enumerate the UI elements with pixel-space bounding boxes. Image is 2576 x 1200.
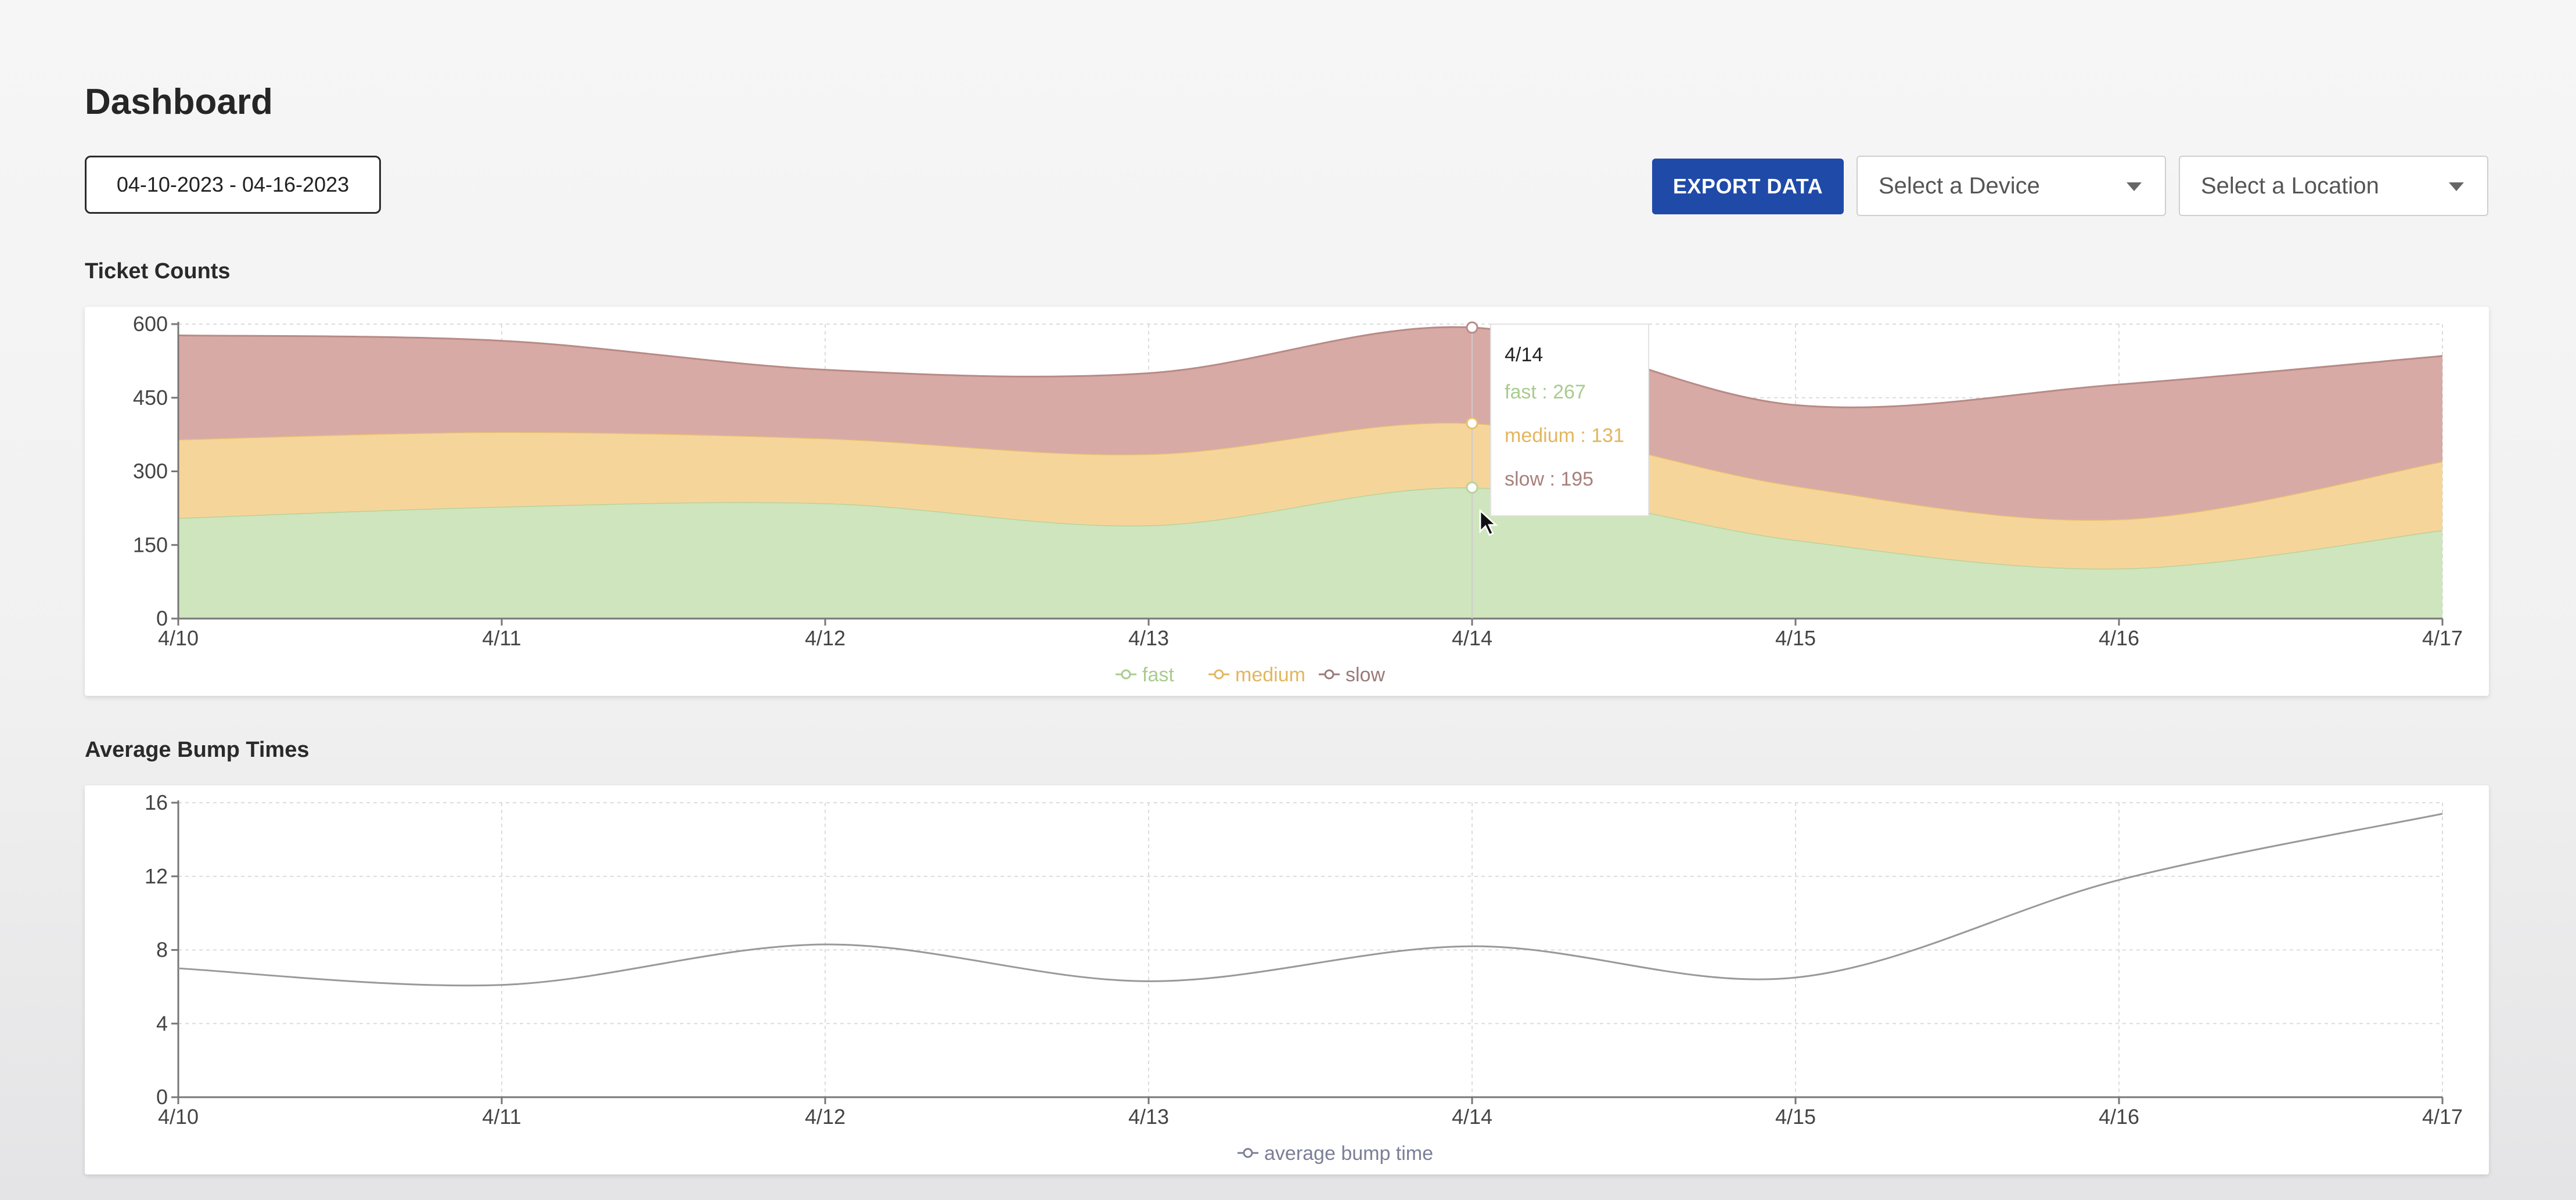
y-tick-label: 12 [145,864,168,888]
mouse-pointer-icon [1479,509,1498,536]
legend-marker-average-bump-time [1243,1148,1253,1158]
y-tick-label: 300 [133,459,168,483]
hover-point-fast [1466,481,1478,494]
y-tick-label: 150 [133,533,168,556]
x-tick-label: 4/11 [482,1105,521,1129]
ticket-counts-card: 0 150 300 450 600 4/10 4/11 4/12 4/13 4/14 4/15 4/1… [85,307,2489,696]
x-tick-label: 4/17 [2422,626,2463,650]
y-tick-label: 16 [145,791,168,814]
x-tick-label: 4/12 [805,1105,846,1129]
x-tick-label: 4/17 [2422,1105,2463,1129]
x-tick-label: 4/15 [1775,626,1816,650]
x-tick-label: 4/14 [1452,626,1492,650]
legend-item-slow: slow [1345,664,1385,686]
location-select-value: Select a Location [2201,173,2379,199]
area-slow [178,327,2442,520]
page-title: Dashboard [85,82,273,122]
export-data-button[interactable]: EXPORT DATA [1652,159,1844,214]
legend-marker-slow [1324,669,1334,680]
y-tick-label: 8 [156,938,168,962]
y-tick-label: 450 [133,386,168,409]
y-tick-label: 0 [156,1085,168,1109]
legend-item-fast: fast [1142,664,1174,686]
average-bump-times-title: Average Bump Times [85,738,310,762]
legend-item-average-bump-time: average bump time [1264,1142,1433,1165]
x-tick-label: 4/15 [1775,1105,1816,1129]
line-slow [178,326,2443,408]
tooltip-fast: fast : 267 [1505,381,1586,403]
tooltip-title: 4/14 [1505,344,1543,366]
tooltip-medium: medium : 131 [1505,425,1624,447]
x-tick-label: 4/16 [2099,626,2139,650]
chevron-down-icon [2449,182,2464,191]
area-fast [178,487,2442,619]
line-average-bump-time [178,813,2443,987]
y-tick-label: 4 [156,1011,168,1035]
hover-point-medium [1466,417,1478,430]
chevron-down-icon [2127,182,2142,191]
average-bump-times-card: 0 4 8 12 16 4/10 4/11 4/12 4/13 4/14 4/15 4/16 4/17 a… [85,785,2489,1174]
x-tick-label: 4/16 [2099,1105,2139,1129]
tooltip-box [1490,324,1649,516]
legend-marker-medium [1214,669,1224,680]
device-select[interactable]: Select a Device [1857,156,2166,216]
area-medium [178,422,2442,569]
x-tick-label: 4/11 [482,626,521,650]
x-tick-label: 4/13 [1128,626,1169,650]
date-range-picker[interactable]: 04-10-2023 - 04-16-2023 [85,156,381,214]
x-tick-label: 4/10 [158,1105,199,1129]
x-tick-label: 4/10 [158,626,199,650]
average-bump-times-chart: 0 4 8 12 16 4/10 4/11 4/12 4/13 4/14 4/15 4/16 4/17 a… [145,791,2463,1165]
tooltip-slow: slow : 195 [1505,468,1593,490]
device-select-value: Select a Device [1879,173,2040,199]
legend-marker-fast [1121,669,1131,680]
x-tick-label: 4/12 [805,626,846,650]
x-tick-label: 4/13 [1128,1105,1169,1129]
legend-item-medium: medium [1235,664,1305,686]
ticket-counts-title: Ticket Counts [85,259,231,283]
ticket-counts-chart: 0 150 300 450 600 4/10 4/11 4/12 4/13 4/14 4/15 4/1… [133,312,2463,686]
x-tick-label: 4/14 [1452,1105,1492,1129]
location-select[interactable]: Select a Location [2179,156,2488,216]
y-tick-label: 0 [156,606,168,630]
hover-point-slow [1466,321,1478,334]
y-tick-label: 600 [133,312,168,336]
